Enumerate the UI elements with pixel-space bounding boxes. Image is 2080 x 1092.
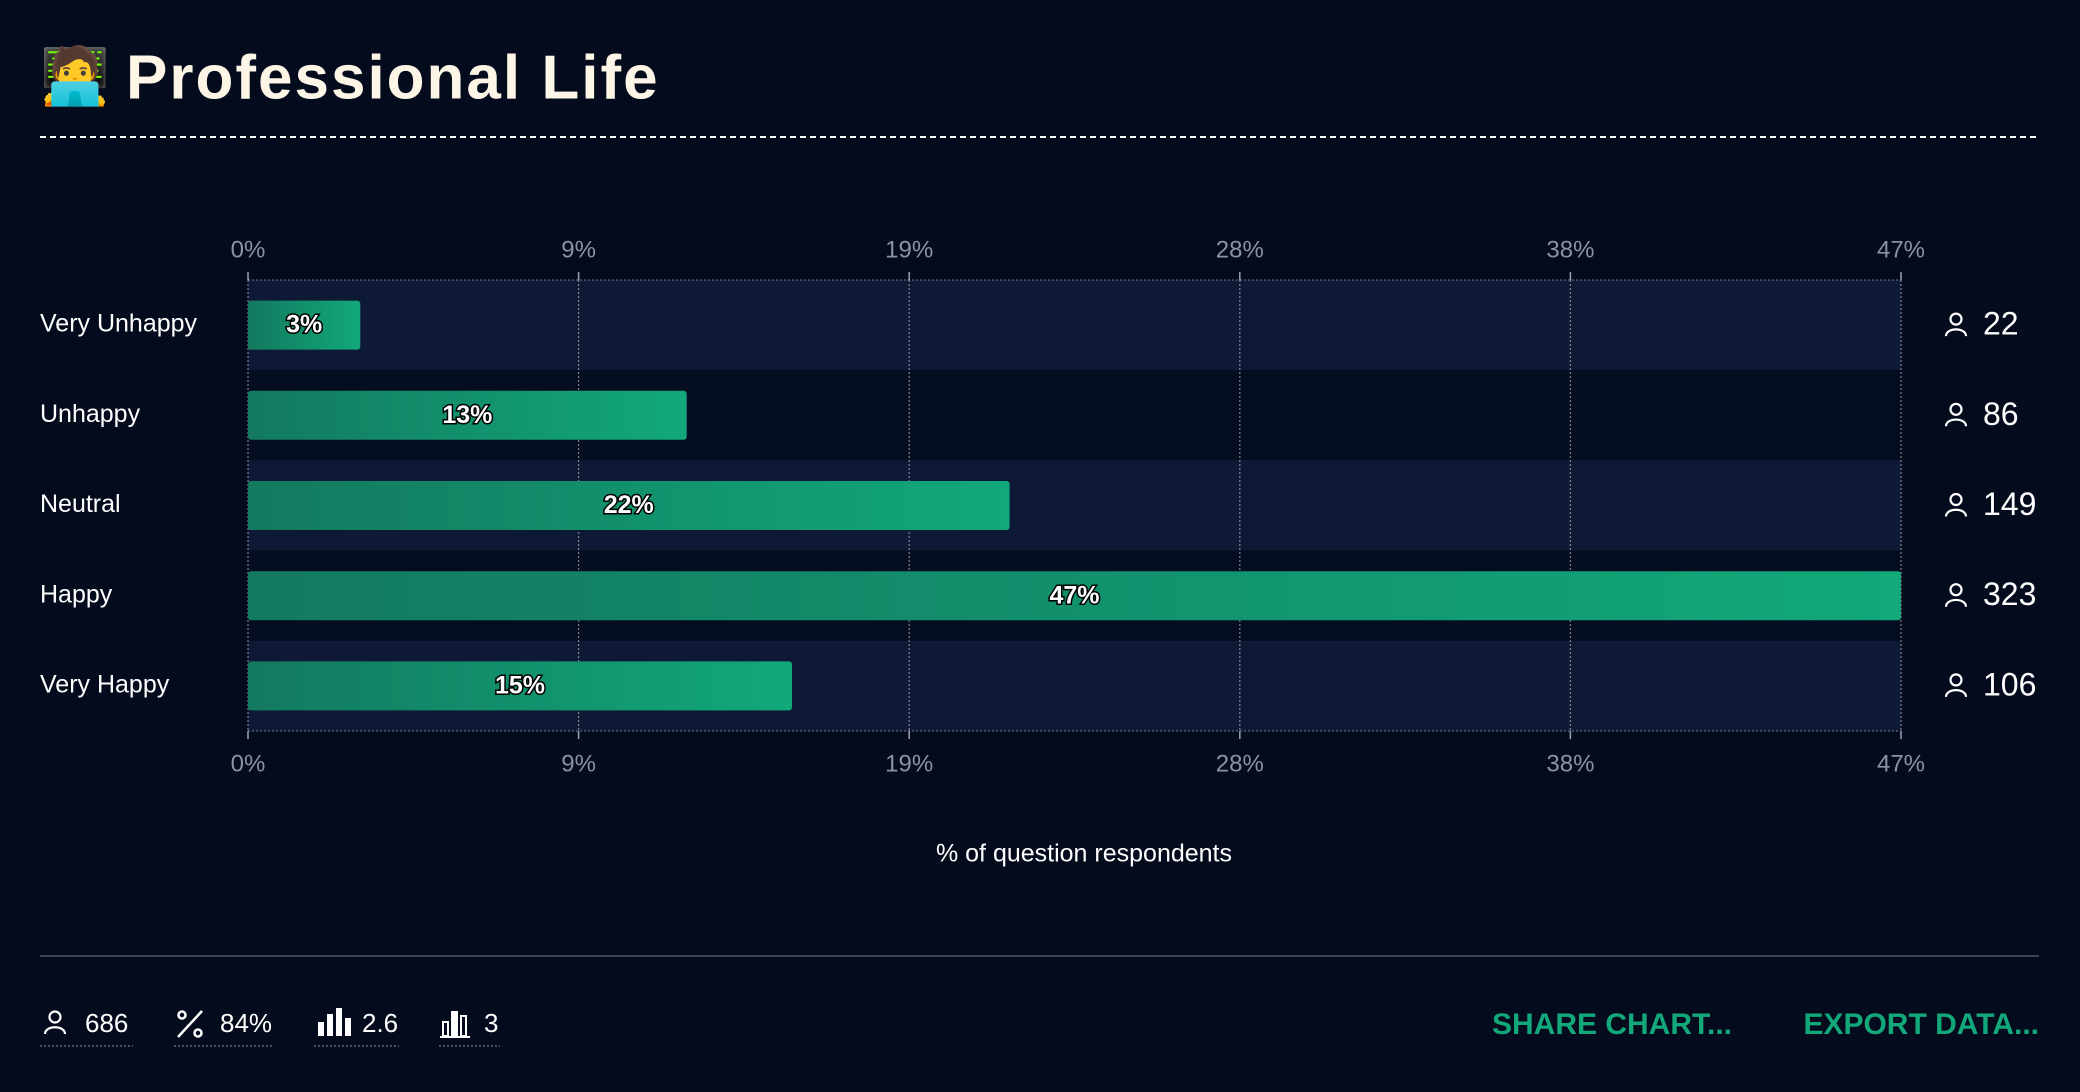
- x-tick-label: 9%: [561, 750, 596, 777]
- y-tick-label: Neutral: [40, 490, 121, 518]
- x-tick-label: 38%: [1546, 750, 1594, 777]
- x-tick-label: 28%: [1216, 236, 1264, 263]
- respondents: 686: [85, 1008, 128, 1038]
- count-label: 22: [1983, 306, 2019, 342]
- title-icon: 🧑‍💻: [40, 42, 110, 108]
- bar: [248, 300, 361, 350]
- y-tick-label: Very Unhappy: [40, 310, 198, 338]
- footer-stats: 686 84% 2.6 3: [40, 1008, 500, 1047]
- chart-title: Professional Life: [126, 43, 660, 112]
- x-tick-label: 38%: [1546, 236, 1594, 263]
- bar: [248, 661, 792, 711]
- count-label: 149: [1983, 486, 2036, 522]
- x-tick-label: 47%: [1877, 750, 1925, 777]
- bar: [248, 481, 1010, 530]
- bar-value-label: 47%: [1049, 581, 1099, 609]
- median: 3: [484, 1008, 498, 1038]
- percent: 84%: [220, 1008, 272, 1038]
- bar-value-label: 22%: [604, 491, 654, 519]
- row-background: [248, 280, 1901, 371]
- x-tick-label: 9%: [561, 236, 596, 263]
- x-tick-label: 0%: [231, 236, 266, 263]
- x-tick-label: 0%: [231, 750, 266, 777]
- bar-value-label: 13%: [442, 401, 492, 429]
- x-tick-label: 28%: [1216, 750, 1264, 777]
- bar-value-label: 15%: [495, 672, 545, 700]
- y-tick-label: Unhappy: [40, 400, 141, 428]
- average-icon: [318, 1008, 351, 1036]
- x-tick-label: 19%: [885, 236, 933, 263]
- bar-value-label: 3%: [286, 311, 322, 339]
- bar: [248, 390, 687, 440]
- median-icon: [440, 1011, 470, 1038]
- percent-icon: [177, 1010, 203, 1038]
- x-tick-label: 19%: [885, 750, 933, 777]
- average: 2.6: [362, 1008, 398, 1038]
- y-tick-label: Happy: [40, 580, 113, 608]
- y-tick-label: Very Happy: [40, 671, 170, 699]
- share-chart-button[interactable]: SHARE CHART...: [1492, 1008, 1732, 1041]
- count-label: 86: [1983, 396, 2019, 432]
- export-data-button[interactable]: EXPORT DATA...: [1803, 1008, 2039, 1041]
- plot: 0% 0% 9% 9% 19% 19% 28% 28% 38% 38% 47% 47% Very Unh…: [40, 236, 2036, 777]
- count-label: 106: [1983, 666, 2036, 702]
- x-tick-label: 47%: [1877, 236, 1925, 263]
- count-label: 323: [1983, 576, 2036, 612]
- x-axis-title: % of question respondents: [936, 840, 1232, 868]
- bar: [248, 571, 1901, 621]
